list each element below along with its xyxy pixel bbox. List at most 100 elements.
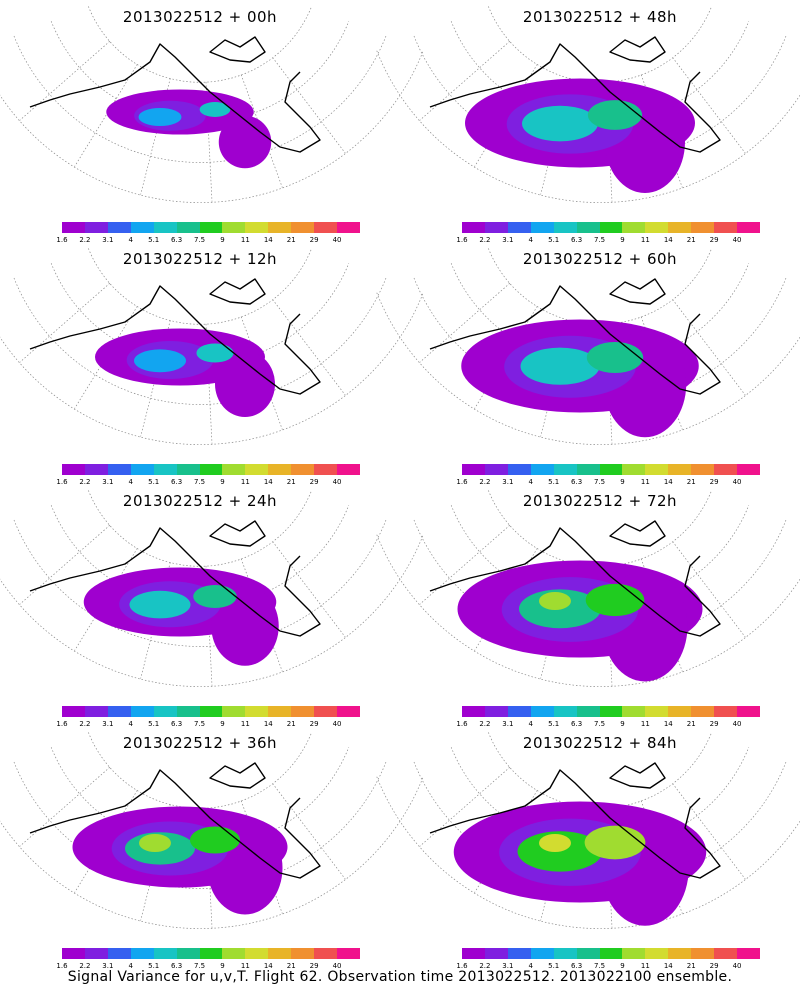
- panel-title: 2013022512 + 12h: [122, 250, 278, 268]
- colorbar-tick-label: 40: [732, 962, 742, 970]
- colorbar-swatch: [291, 222, 315, 233]
- polar-map: [376, 6, 800, 203]
- field-contour: [138, 108, 182, 126]
- colorbar-swatch: [668, 464, 692, 475]
- panel-title: 2013022512 + 72h: [522, 492, 678, 510]
- colorbar-swatch: [291, 948, 315, 959]
- colorbar-tick-label: 9: [220, 478, 225, 486]
- colorbar-tick-label: 14: [263, 478, 273, 486]
- polar-map: [0, 248, 424, 445]
- colorbar-swatch: [484, 464, 508, 475]
- latitude-line: [13, 277, 387, 405]
- colorbar-tick-label: 5.1: [548, 478, 560, 486]
- colorbar-tick-label: 29: [709, 236, 719, 244]
- colorbar-swatch: [222, 706, 246, 717]
- map-panel: 2013022512 + 84h 1.6 2.2 3.1 4 5.1 6.3 7.5 9 11 14…: [376, 726, 800, 970]
- colorbar-tick-label: 6.3: [171, 962, 183, 970]
- colorbar-tick-label: 1.6: [456, 962, 468, 970]
- colorbar-swatch: [507, 706, 531, 717]
- longitude-line: [672, 541, 746, 638]
- colorbar-tick-label: 9: [620, 236, 625, 244]
- colorbar-swatch: [553, 222, 577, 233]
- figure-caption: Signal Variance for u,v,T. Flight 62. Ob…: [67, 969, 733, 985]
- colorbar-swatch: [462, 464, 485, 475]
- longitude-line: [74, 64, 138, 167]
- colorbar-labels: 1.6 2.2 3.1 4 5.1 6.3 7.5 9 11 14 21 29 40: [56, 478, 360, 488]
- colorbar-tick-label: 9: [620, 720, 625, 728]
- colorbar-tick-label: 14: [663, 720, 673, 728]
- colorbar-swatch: [714, 706, 738, 717]
- longitude-line: [672, 783, 746, 880]
- colorbar-swatch: [576, 464, 600, 475]
- colorbar-swatch: [314, 464, 338, 475]
- colorbar-tick-label: 5.1: [148, 236, 160, 244]
- longitude-line: [205, 81, 213, 202]
- colorbar-swatch: [691, 222, 715, 233]
- colorbar-swatch: [84, 464, 108, 475]
- colorbar-swatch: [222, 222, 246, 233]
- longitude-line: [272, 57, 346, 154]
- colorbar-tick-label: 9: [220, 720, 225, 728]
- panel-title: 2013022512 + 36h: [122, 734, 278, 752]
- colorbar-tick-label: 5.1: [148, 478, 160, 486]
- colorbar-tick-label: 3.1: [102, 236, 114, 244]
- panel-title: 2013022512 + 24h: [122, 492, 278, 510]
- colorbar-swatch: [62, 222, 85, 233]
- field-contour: [134, 349, 186, 373]
- colorbar-swatch: [737, 464, 760, 475]
- colorbar-tick-label: 3.1: [502, 236, 514, 244]
- colorbar-tick-label: 7.5: [593, 478, 606, 486]
- polar-map: [0, 732, 424, 929]
- colorbar-swatch: [107, 706, 131, 717]
- colorbar-swatch: [314, 222, 338, 233]
- colorbar-swatch: [153, 464, 177, 475]
- colorbar-swatch: [484, 706, 508, 717]
- colorbar-tick-label: 11: [240, 720, 250, 728]
- panel-title: 2013022512 + 00h: [122, 8, 278, 26]
- colorbar-tick-label: 1.6: [456, 720, 468, 728]
- colorbar-swatch: [176, 706, 200, 717]
- field-contour: [522, 105, 598, 142]
- colorbar-swatch: [337, 222, 360, 233]
- colorbar: [62, 464, 360, 475]
- colorbar-tick-label: 2.2: [479, 962, 491, 970]
- colorbar-tick-label: 2.2: [79, 478, 91, 486]
- colorbar-swatch: [645, 706, 669, 717]
- colorbar-tick-label: 2.2: [79, 236, 91, 244]
- colorbar-tick-label: 7.5: [593, 236, 606, 244]
- panel-title: 2013022512 + 84h: [522, 734, 678, 752]
- field-contour: [196, 343, 234, 363]
- colorbar-tick-label: 40: [332, 962, 342, 970]
- colorbar-tick-label: 6.3: [171, 236, 183, 244]
- colorbar-tick-label: 5.1: [548, 720, 560, 728]
- colorbar-tick-label: 40: [732, 478, 742, 486]
- colorbar-swatch: [714, 464, 738, 475]
- coastline: [29, 36, 321, 153]
- longitude-line: [272, 783, 346, 880]
- field-contour: [190, 826, 240, 854]
- colorbar-tick-label: 40: [732, 236, 742, 244]
- variance-field: [465, 78, 695, 193]
- variance-field: [457, 560, 703, 682]
- colorbar-swatch: [245, 464, 269, 475]
- colorbar-tick-label: 7.5: [193, 720, 206, 728]
- colorbar-swatch: [645, 464, 669, 475]
- colorbar-swatch: [84, 948, 108, 959]
- colorbar: [462, 706, 760, 717]
- colorbar-swatch: [668, 948, 692, 959]
- map-panel: 2013022512 + 72h 1.6 2.2 3.1 4 5.1 6.3 7.5 9 11 14…: [376, 484, 800, 728]
- polar-map: [0, 6, 424, 203]
- colorbar-swatch: [268, 222, 292, 233]
- colorbar-swatch: [337, 464, 360, 475]
- colorbar-tick-label: 40: [332, 720, 342, 728]
- longitude-line: [419, 524, 511, 605]
- latitude-line: [50, 263, 350, 365]
- colorbar: [62, 948, 360, 959]
- longitude-line: [140, 78, 171, 195]
- colorbar-tick-label: 4: [528, 236, 533, 244]
- colorbar-tick-label: 7.5: [593, 962, 606, 970]
- colorbar-tick-label: 21: [286, 236, 296, 244]
- colorbar-swatch: [553, 706, 577, 717]
- panel-title: 2013022512 + 60h: [522, 250, 678, 268]
- colorbar-swatch: [507, 948, 531, 959]
